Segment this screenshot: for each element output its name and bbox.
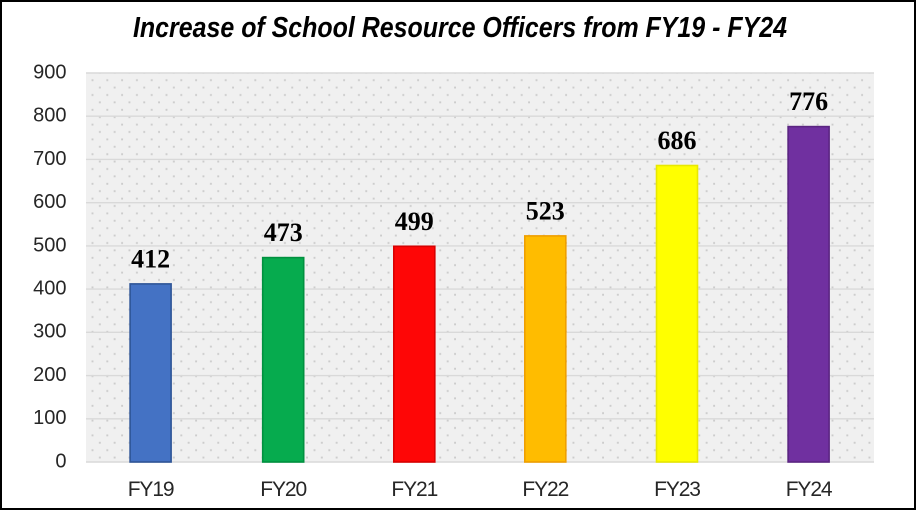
svg-text:FY23: FY23	[654, 478, 700, 501]
svg-text:686: 686	[658, 126, 697, 155]
svg-text:100: 100	[33, 407, 66, 429]
svg-text:412: 412	[131, 244, 170, 273]
svg-text:FY22: FY22	[522, 478, 568, 501]
svg-text:Increase of School Resource Of: Increase of School Resource Officers fro…	[133, 12, 787, 44]
svg-text:499: 499	[395, 207, 434, 236]
svg-text:300: 300	[33, 321, 66, 343]
svg-text:523: 523	[526, 196, 565, 225]
svg-text:200: 200	[33, 364, 66, 386]
svg-text:FY24: FY24	[786, 478, 833, 501]
svg-text:0: 0	[55, 450, 66, 472]
svg-text:800: 800	[33, 105, 66, 127]
svg-text:776: 776	[789, 87, 828, 116]
svg-text:FY20: FY20	[260, 478, 306, 501]
svg-text:400: 400	[33, 278, 66, 300]
svg-text:FY19: FY19	[128, 478, 174, 501]
svg-text:FY21: FY21	[391, 478, 437, 501]
svg-text:900: 900	[33, 61, 66, 83]
svg-text:473: 473	[264, 218, 303, 247]
svg-text:500: 500	[33, 234, 66, 256]
svg-text:600: 600	[33, 191, 66, 213]
svg-text:700: 700	[33, 148, 66, 170]
